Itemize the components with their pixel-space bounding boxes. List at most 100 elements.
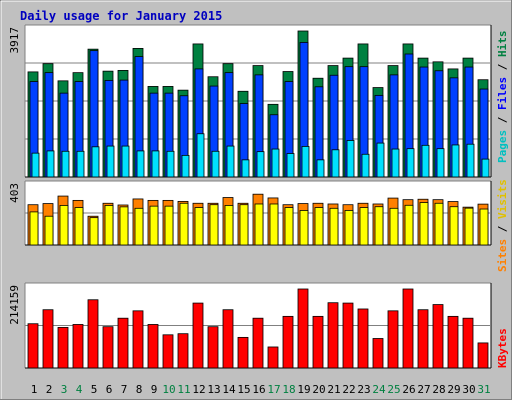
bar-sites-day-7 <box>119 206 129 246</box>
bar-kbytes-day-6 <box>102 326 114 369</box>
legend-pages: Pages <box>496 130 509 163</box>
bar-pages-day-12 <box>196 133 205 178</box>
bar-sites-day-5 <box>89 217 99 246</box>
bar-sites-day-16 <box>254 203 264 246</box>
legend-files: Files <box>496 77 509 110</box>
bar-sites-day-14 <box>224 205 234 246</box>
bar-sites-day-25 <box>389 207 399 246</box>
bar-kbytes-day-11 <box>177 333 189 369</box>
bar-kbytes-day-27 <box>417 309 429 369</box>
bar-pages-day-22 <box>346 140 355 178</box>
bar-pages-day-30 <box>466 143 475 178</box>
bar-pages-day-1 <box>31 152 40 178</box>
bar-sites-day-26 <box>404 204 414 246</box>
day-label-16: 16 <box>252 383 265 396</box>
day-label-3: 3 <box>61 383 68 396</box>
day-label-20: 20 <box>312 383 325 396</box>
bar-pages-day-3 <box>61 150 70 178</box>
day-label-4: 4 <box>76 383 83 396</box>
bar-sites-day-31 <box>479 208 489 246</box>
bar-pages-day-28 <box>436 148 445 178</box>
bar-sites-day-22 <box>344 210 354 246</box>
bar-sites-day-1 <box>29 211 39 246</box>
bar-pages-day-7 <box>121 145 130 178</box>
side-legend: KBytes <box>496 328 509 368</box>
bar-sites-day-9 <box>149 205 159 246</box>
bar-sites-day-11 <box>179 202 189 246</box>
bar-kbytes-day-2 <box>42 309 54 369</box>
bar-pages-day-10 <box>166 150 175 178</box>
day-label-27: 27 <box>417 383 430 396</box>
day-label-13: 13 <box>207 383 220 396</box>
day-label-9: 9 <box>151 383 158 396</box>
bar-kbytes-day-24 <box>372 338 384 369</box>
day-label-2: 2 <box>46 383 53 396</box>
bar-kbytes-day-28 <box>432 304 444 369</box>
bar-kbytes-day-29 <box>447 315 459 369</box>
day-label-10: 10 <box>162 383 175 396</box>
bar-pages-day-4 <box>76 150 85 178</box>
bar-pages-day-2 <box>46 150 55 178</box>
bar-sites-day-8 <box>134 207 144 246</box>
bar-kbytes-day-23 <box>357 308 369 369</box>
bar-sites-day-24 <box>374 206 384 246</box>
bar-pages-day-15 <box>241 159 250 178</box>
bar-pages-day-21 <box>331 149 340 178</box>
day-label-29: 29 <box>447 383 460 396</box>
legend-visits: Visits <box>496 179 509 219</box>
bar-pages-day-13 <box>211 150 220 178</box>
day-label-18: 18 <box>282 383 295 396</box>
bar-sites-day-4 <box>74 207 84 246</box>
day-label-11: 11 <box>177 383 190 396</box>
bar-sites-day-2 <box>44 215 54 246</box>
y-max-label: 214159 <box>8 285 21 325</box>
bar-pages-day-14 <box>226 145 235 178</box>
panel-hits-files-pages: 3917 Pages / Files / Hits <box>8 24 509 178</box>
bar-sites-day-12 <box>194 207 204 246</box>
bar-sites-day-20 <box>314 207 324 246</box>
legend-separator: / <box>496 57 509 77</box>
bar-pages-day-5 <box>91 146 100 178</box>
day-label-17: 17 <box>267 383 280 396</box>
day-label-8: 8 <box>136 383 143 396</box>
side-legend: Pages / Files / Hits <box>496 31 509 164</box>
bar-pages-day-6 <box>106 145 115 178</box>
bar-kbytes-day-20 <box>312 315 324 369</box>
side-legend: Sites / Visits <box>496 179 509 272</box>
bar-kbytes-day-7 <box>117 317 129 369</box>
bar-kbytes-day-9 <box>147 324 159 369</box>
bar-pages-day-29 <box>451 144 460 178</box>
bar-sites-day-30 <box>464 207 474 246</box>
bar-kbytes-day-19 <box>297 288 309 369</box>
bar-kbytes-day-31 <box>477 342 489 369</box>
bar-kbytes-day-15 <box>237 336 249 369</box>
bar-sites-day-6 <box>104 205 114 246</box>
day-label-1: 1 <box>31 383 38 396</box>
day-label-21: 21 <box>327 383 340 396</box>
bar-sites-day-17 <box>269 203 279 246</box>
bar-kbytes-day-16 <box>252 317 264 369</box>
chart-title: Daily usage for January 2015 <box>20 9 222 23</box>
bar-kbytes-day-12 <box>192 302 204 369</box>
y-max-label: 403 <box>8 183 21 203</box>
bar-kbytes-day-18 <box>282 315 294 369</box>
bar-sites-day-10 <box>164 205 174 246</box>
bar-kbytes-day-22 <box>342 302 354 369</box>
bar-kbytes-day-17 <box>267 346 279 369</box>
bar-kbytes-day-13 <box>207 326 219 369</box>
day-label-23: 23 <box>357 383 370 396</box>
bar-sites-day-27 <box>419 202 429 246</box>
day-label-5: 5 <box>91 383 98 396</box>
bar-kbytes-day-21 <box>327 302 339 369</box>
bar-pages-day-9 <box>151 150 160 178</box>
panel-kbytes: 214159 KBytes <box>8 282 509 369</box>
day-label-15: 15 <box>237 383 250 396</box>
day-label-12: 12 <box>192 383 205 396</box>
bar-sites-day-3 <box>59 205 69 246</box>
bar-kbytes-day-30 <box>462 317 474 369</box>
bar-pages-day-26 <box>406 148 415 178</box>
legend-sites: Sites <box>496 239 509 272</box>
y-max-label: 3917 <box>8 27 21 54</box>
bar-sites-day-28 <box>434 202 444 246</box>
